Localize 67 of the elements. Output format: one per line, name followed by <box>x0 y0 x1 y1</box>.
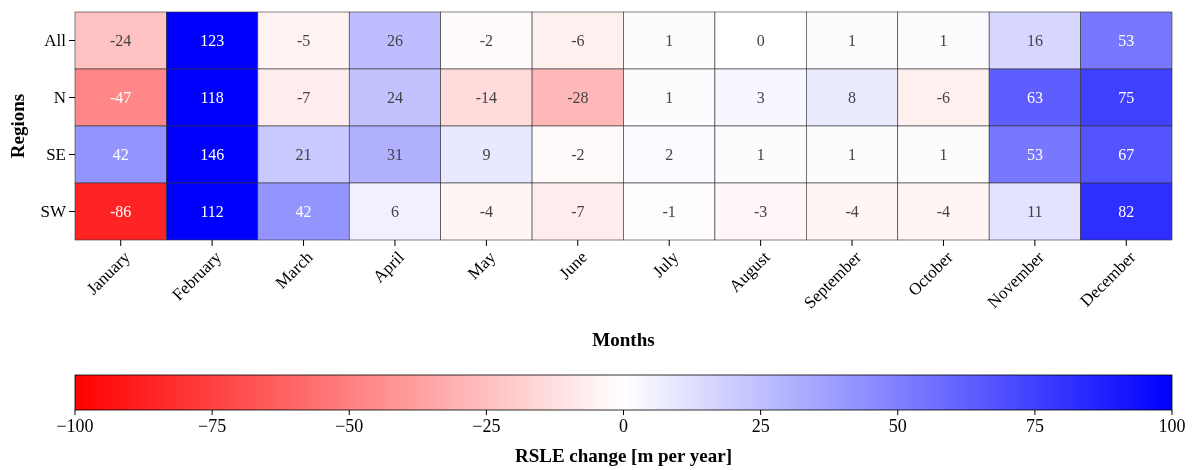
data-label: -6 <box>936 89 951 107</box>
data-label: -7 <box>571 203 585 221</box>
y-axis-title: Regions <box>7 93 28 159</box>
data-label: -2 <box>571 146 585 164</box>
color-bar-label: −100 <box>56 416 94 436</box>
data-label: 112 <box>200 203 224 221</box>
data-label: 63 <box>1026 89 1043 107</box>
data-label: -3 <box>753 203 768 221</box>
x-tick-label: July <box>648 247 683 282</box>
data-label: 24 <box>386 89 403 107</box>
data-label: 11 <box>1027 203 1043 221</box>
data-label: 1 <box>756 146 765 164</box>
color-bar-title: RSLE change [m per year] <box>514 445 733 466</box>
data-label: 16 <box>1026 32 1043 50</box>
data-label: -1 <box>662 203 676 221</box>
data-label: 1 <box>939 32 948 50</box>
data-label: 53 <box>1026 146 1043 164</box>
color-bar-label: −75 <box>198 416 227 436</box>
color-bar-label: −25 <box>472 416 501 436</box>
data-label: 8 <box>848 89 857 107</box>
data-label: 42 <box>295 203 312 221</box>
data-label: 3 <box>756 89 765 107</box>
data-label: -2 <box>479 32 494 50</box>
x-tick-label: May <box>463 247 500 284</box>
data-label: 9 <box>482 146 491 164</box>
data-label: 123 <box>200 32 225 50</box>
data-label: 1 <box>848 146 857 164</box>
data-label: -7 <box>296 89 311 107</box>
x-axis-title: Months <box>592 329 655 350</box>
data-label: -5 <box>296 32 311 50</box>
data-label: 21 <box>295 146 312 164</box>
data-label: -14 <box>475 89 498 107</box>
data-label: 2 <box>665 146 674 164</box>
data-label: 67 <box>1118 146 1135 164</box>
color-bar-label: −50 <box>335 416 364 436</box>
data-label: 1 <box>939 146 948 164</box>
data-label: -4 <box>845 203 859 221</box>
data-label: -4 <box>936 203 951 221</box>
color-bar-label: 100 <box>1158 416 1186 436</box>
y-tick-label: N <box>53 88 66 108</box>
data-label: 118 <box>200 89 224 107</box>
data-label: -47 <box>110 89 132 107</box>
data-label: 31 <box>386 146 403 164</box>
data-label: 146 <box>200 146 225 164</box>
y-tick-label: SE <box>46 145 66 165</box>
data-label: -4 <box>479 203 494 221</box>
data-label: 75 <box>1118 89 1135 107</box>
color-bar-label: 75 <box>1025 416 1044 436</box>
data-label: 1 <box>665 32 674 50</box>
data-label: 6 <box>390 203 399 221</box>
data-label: 0 <box>756 32 765 50</box>
x-tick-label: June <box>555 247 591 284</box>
data-label: 1 <box>848 32 857 50</box>
data-label: 26 <box>386 32 403 50</box>
color-bar-label: 50 <box>888 416 907 436</box>
data-label: -86 <box>110 203 132 221</box>
color-bar-label: 0 <box>619 416 628 436</box>
data-label: -28 <box>567 89 589 107</box>
y-tick-label: SW <box>40 202 67 222</box>
data-label: 1 <box>665 89 674 107</box>
data-label: -24 <box>110 32 132 50</box>
color-bar-label: 25 <box>751 416 770 436</box>
data-label: 53 <box>1118 32 1135 50</box>
data-label: 42 <box>112 146 129 164</box>
y-tick-label: All <box>44 31 67 51</box>
data-label: -6 <box>571 32 585 50</box>
data-label: 82 <box>1118 203 1135 221</box>
